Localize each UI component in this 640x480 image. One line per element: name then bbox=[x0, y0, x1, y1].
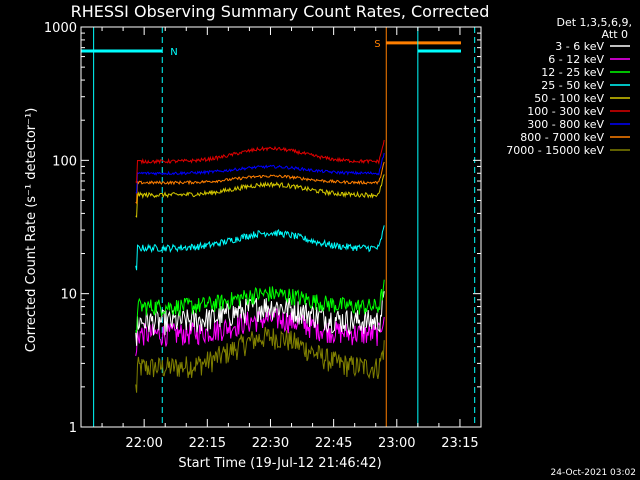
plot-frame bbox=[80, 26, 482, 428]
series-line bbox=[135, 161, 385, 205]
series-line bbox=[135, 225, 385, 271]
legend-header-2: Att 0 bbox=[602, 28, 628, 41]
series-line bbox=[135, 152, 385, 194]
x-tick-label: 22:30 bbox=[252, 436, 289, 451]
series-line bbox=[135, 174, 385, 218]
legend-header-1: Det 1,3,5,6,9, bbox=[556, 16, 632, 29]
x-axis-label: Start Time (19-Jul-12 21:46:42) bbox=[178, 456, 381, 471]
x-axis-ticks: 22:00 22:15 22:30 22:45 23:00 23:15 bbox=[80, 27, 482, 451]
data-series bbox=[135, 139, 385, 393]
legend-entry-label: 6 - 12 keV bbox=[548, 53, 604, 66]
legend-entry-label: 300 - 800 keV bbox=[527, 118, 604, 131]
legend-entry-label: 12 - 25 keV bbox=[541, 66, 604, 79]
y-tick-label: 1000 bbox=[44, 21, 77, 36]
chart-title: RHESSI Observing Summary Count Rates, Co… bbox=[71, 2, 490, 21]
y-tick-label: 100 bbox=[52, 154, 77, 169]
series-line bbox=[135, 279, 385, 333]
flag-bars: NS bbox=[81, 39, 461, 58]
x-tick-label: 22:00 bbox=[125, 436, 162, 451]
x-tick-label: 22:45 bbox=[315, 436, 352, 451]
y-tick-label: 10 bbox=[60, 288, 77, 303]
legend-entry-label: 50 - 100 keV bbox=[534, 92, 604, 105]
series-line bbox=[135, 326, 385, 393]
y-axis-ticks: 1 10 100 1000 bbox=[44, 21, 481, 436]
flag-label-N: N bbox=[170, 47, 177, 58]
footer-date: 24-Oct-2021 03:02 bbox=[551, 468, 636, 478]
legend-entry-label: 7000 - 15000 keV bbox=[506, 144, 604, 157]
flag-label-S: S bbox=[374, 39, 380, 50]
x-tick-label: 23:00 bbox=[378, 436, 415, 451]
x-tick-label: 23:15 bbox=[441, 436, 478, 451]
series-line bbox=[135, 291, 385, 346]
legend-entry-label: 3 - 6 keV bbox=[555, 40, 604, 53]
y-tick-label: 1 bbox=[69, 421, 77, 436]
x-tick-label: 22:15 bbox=[189, 436, 226, 451]
legend-entry-label: 25 - 50 keV bbox=[541, 79, 604, 92]
series-line bbox=[135, 139, 385, 184]
legend-entry-label: 800 - 7000 keV bbox=[520, 131, 604, 144]
y-axis-label: Corrected Count Rate (s⁻¹ detector⁻¹) bbox=[24, 108, 39, 353]
legend-entry-label: 100 - 300 keV bbox=[527, 105, 604, 118]
